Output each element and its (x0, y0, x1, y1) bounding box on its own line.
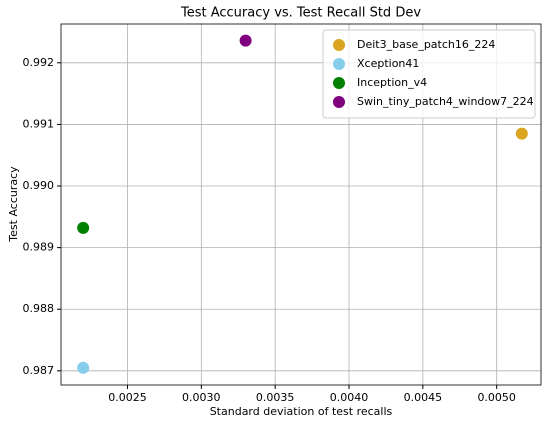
point (515, 127, 528, 140)
legend-label: Xception41 (357, 57, 419, 70)
y-axis-label: Test Accuracy (7, 166, 20, 243)
x-tick-label: 0.0045 (404, 391, 443, 404)
x-tick-label: 0.0025 (108, 391, 147, 404)
legend-marker (333, 39, 345, 51)
legend-label: Deit3_base_patch16_224 (357, 38, 495, 51)
legend-marker (333, 77, 345, 89)
point (77, 221, 90, 234)
x-tick-label: 0.0050 (477, 391, 516, 404)
plot-frame (60, 23, 542, 386)
y-tick-label: 0.992 (23, 56, 55, 69)
legend-marker (333, 58, 345, 70)
legend-marker (333, 96, 345, 108)
legend-label: Inception_v4 (357, 76, 427, 89)
x-tick-label: 0.0035 (256, 391, 295, 404)
x-axis-label: Standard deviation of test recalls (210, 405, 393, 418)
y-tick-label: 0.987 (23, 364, 55, 377)
y-tick-label: 0.988 (23, 302, 55, 315)
y-tick-label: 0.989 (23, 241, 55, 254)
y-tick-label: 0.990 (23, 179, 55, 192)
point (239, 34, 252, 47)
legend-box (322, 29, 536, 119)
x-tick-label: 0.0030 (182, 391, 221, 404)
legend-label: Swin_tiny_patch4_window7_224 (357, 95, 534, 108)
point (77, 361, 90, 374)
y-tick-label: 0.991 (23, 117, 55, 130)
chart-title: Test Accuracy vs. Test Recall Std Dev (180, 6, 421, 21)
x-tick-label: 0.0040 (330, 391, 369, 404)
